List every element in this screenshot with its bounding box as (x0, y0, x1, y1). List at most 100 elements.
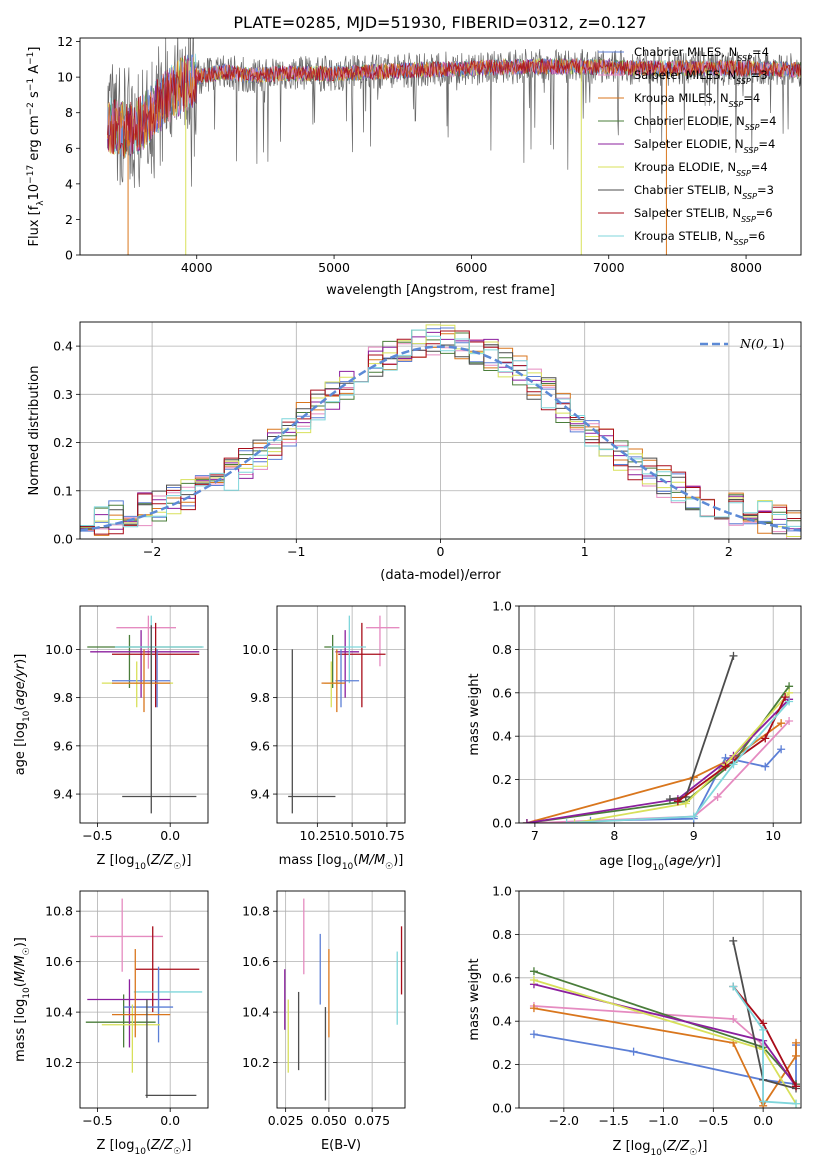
weight-marker (777, 719, 786, 728)
y-tick-label: 0 (65, 248, 73, 263)
weight-series (729, 936, 801, 1093)
weight-marker (792, 1051, 801, 1060)
weight-series (562, 697, 794, 823)
x-tick-label: 9 (690, 828, 698, 843)
errorbar-point (116, 615, 176, 669)
y-tick-label: 0.4 (492, 1014, 512, 1029)
weight-series (529, 980, 801, 1091)
weight-series (665, 651, 738, 804)
weight-marker (529, 967, 538, 976)
residuals-frame (79, 321, 802, 540)
errorbar-point (101, 1004, 160, 1073)
x-tick-label: 0.0 (160, 1113, 180, 1128)
errorbar-point (112, 649, 171, 713)
y-tick-label: 9.4 (53, 787, 73, 802)
weight-series (570, 688, 794, 823)
residuals-ylabel: Normed distribution (27, 366, 42, 496)
weight-marker (777, 745, 786, 754)
y-tick-label: 10.6 (45, 954, 73, 969)
x-tick-label: −1.0 (648, 1113, 678, 1128)
x-tick-label: 5000 (318, 260, 350, 275)
y-tick-label: 10.6 (242, 954, 270, 969)
x-tick-label: 6000 (455, 260, 487, 275)
y-tick-label: 4 (65, 176, 73, 191)
y-tick-label: 0.0 (53, 532, 73, 547)
x-tick-label: 10.75 (369, 828, 405, 843)
y-tick-label: 0.0 (492, 1101, 512, 1116)
weight-marker (785, 717, 794, 726)
weight-line (526, 698, 790, 823)
normal-curve (80, 345, 801, 532)
y-tick-label: 0.2 (492, 772, 512, 787)
age_vs_mass-xlabel: mass [log10(M/M☉)] (279, 853, 404, 872)
age_vs_Z-xlabel: Z [log10(Z/Z☉)] (97, 853, 192, 872)
weight_vs_Z-marks (529, 936, 801, 1108)
mass_vs_ebv-axes: 0.025 0.050 0.075 10.2 10.4 10.6 10.8 (242, 891, 405, 1128)
y-tick-label: 0.3 (53, 387, 73, 402)
weight-marker (529, 1030, 538, 1039)
weight-marker (759, 1025, 768, 1034)
weight-marker (729, 760, 738, 769)
legend-label: Chabrier MILES, NSSP=4 (634, 45, 769, 63)
y-tick-label: 12 (57, 34, 73, 49)
errorbar-point (85, 994, 156, 1048)
legend-label: N(0, 1) (739, 336, 785, 351)
errorbar-point (145, 999, 197, 1098)
spectrum-series-7 (107, 57, 801, 158)
weight-line (533, 970, 797, 1085)
x-tick-label: 0.075 (354, 1113, 390, 1128)
y-tick-label: 0.6 (492, 685, 512, 700)
y-tick-label: 10.4 (242, 1005, 270, 1020)
errorbar-point (335, 630, 360, 698)
x-tick-label: 10 (765, 828, 781, 843)
errorbar-point (112, 622, 200, 708)
errorbar-point (331, 615, 367, 684)
y-tick-label: 9.8 (53, 690, 73, 705)
weight-marker (629, 1047, 638, 1056)
y-tick-label: 2 (65, 212, 73, 227)
spectrum-ylabel: Flux [fλ10−17 erg cm−2 s−1 A−1] (26, 47, 46, 247)
y-tick-label: 0.4 (53, 339, 73, 354)
weight-series (729, 982, 801, 1108)
weight-marker (785, 697, 794, 706)
y-tick-label: 10.8 (45, 904, 73, 919)
mass_vs_ebv-marks (284, 898, 403, 1101)
y-tick-label: 0.4 (492, 729, 512, 744)
errorbar-point (366, 615, 400, 667)
y-tick-label: 0.8 (492, 642, 512, 657)
y-tick-label: 10.4 (45, 1005, 73, 1020)
weight-marker (792, 1038, 801, 1047)
weight_vs_age-ylabel: mass weight (467, 673, 482, 755)
y-tick-label: 9.4 (250, 787, 270, 802)
weight-line (533, 983, 797, 1087)
age_vs_Z-frame (79, 605, 209, 824)
mass_vs_ebv-frame (276, 890, 406, 1109)
y-tick-label: 0.6 (492, 970, 512, 985)
weight-line (574, 692, 790, 823)
spectrum-frame (79, 37, 802, 256)
errorbar-point (90, 630, 200, 698)
weight_vs_age-frame (518, 605, 802, 824)
weight-marker (570, 819, 579, 823)
weight-marker (792, 1099, 801, 1108)
errorbar-point (101, 661, 174, 708)
legend-label: Salpeter MILES, NSSP=3 (634, 68, 768, 86)
weight-marker (729, 651, 738, 660)
spectrum-xlabel: wavelength [Angstrom, rest frame] (326, 283, 555, 298)
y-tick-label: 10.0 (242, 642, 270, 657)
x-tick-label: −0.5 (82, 1113, 112, 1128)
y-tick-label: 10.0 (45, 642, 73, 657)
weight-line (533, 1033, 797, 1086)
x-tick-label: 7000 (593, 260, 625, 275)
weight-series (529, 1002, 768, 1106)
weight-series (522, 695, 794, 823)
legend-label: Salpeter ELODIE, NSSP=4 (634, 137, 775, 155)
errorbar-point (335, 649, 360, 708)
y-tick-label: 1.0 (492, 599, 512, 614)
y-tick-label: 10 (57, 70, 73, 85)
histogram-series (80, 324, 801, 537)
weight-marker (529, 1004, 538, 1013)
weight-marker (729, 1015, 738, 1024)
errorbar-point (87, 979, 171, 1048)
spectrum-legend: Chabrier MILES, NSSP=4 Salpeter MILES, NS… (598, 45, 776, 247)
